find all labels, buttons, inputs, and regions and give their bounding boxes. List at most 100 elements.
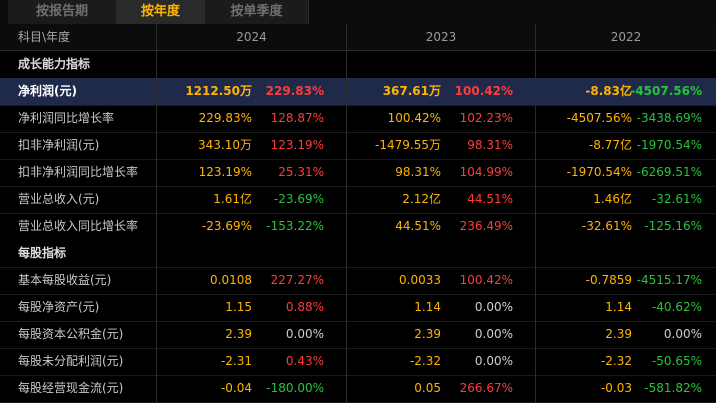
cell-year-2024: 2.39 0.00%: [157, 321, 347, 348]
cell-year-2023: 367.61万 100.42%: [347, 78, 536, 105]
table-row[interactable]: 每股经营现金流(元) -0.04 -180.00% 0.05 266.67% -0.03-…: [0, 375, 716, 403]
yoy-change-percent: -6269.51%: [636, 165, 702, 179]
cell-year-2022: -32.61% -125.16%: [536, 213, 716, 240]
cell-year-2024: -2.31 0.43%: [157, 348, 347, 375]
row-label: 营业总收入(元): [0, 186, 157, 213]
cell-year-2024: -0.04 -180.00%: [157, 375, 347, 402]
yoy-change-percent: -4515.17%: [636, 273, 702, 287]
yoy-change-percent: 25.31%: [278, 165, 324, 179]
indicator-value: 367.61万: [382, 84, 441, 98]
yoy-change-percent: 0.88%: [285, 300, 324, 314]
row-label: 每股资本公积金(元): [0, 321, 157, 348]
yoy-change-percent: -125.16%: [644, 219, 702, 233]
indicator-value: 98.31%: [395, 165, 441, 179]
indicator-value: 1.15: [225, 300, 252, 314]
cell-year-2023: 2.12亿 44.51%: [347, 186, 536, 213]
yoy-change-percent: 227.27%: [270, 273, 324, 287]
yoy-change-percent: 104.99%: [459, 165, 513, 179]
cell-year-2023: [347, 240, 536, 267]
year-header-2024[interactable]: 2024: [157, 24, 347, 50]
yoy-change-percent: 128.87%: [270, 111, 324, 125]
table-row[interactable]: 基本每股收益(元) 0.0108 227.27% 0.0033 100.42% -0.78…: [0, 267, 716, 295]
section-title: 每股指标: [0, 240, 157, 267]
section-header-row: 每股指标: [0, 240, 716, 268]
section-title: 成长能力指标: [0, 51, 157, 78]
cell-year-2024: 343.10万 123.19%: [157, 132, 347, 159]
row-label: 每股净资产(元): [0, 294, 157, 321]
table-row[interactable]: 营业总收入同比增长率 -23.69% -153.22% 44.51% 236.49% -3…: [0, 213, 716, 241]
yoy-change-percent: 0.43%: [285, 354, 324, 368]
indicator-value: 0.05: [414, 381, 441, 395]
table-row[interactable]: 扣非净利润(元) 343.10万 123.19% -1479.55万 98.31% -8.…: [0, 132, 716, 160]
cell-year-2022: -8.83亿 -4507.56%: [536, 78, 716, 105]
indicator-value: 229.83%: [198, 111, 252, 125]
indicator-value: -0.03: [600, 381, 632, 395]
cell-year-2023: -2.32 0.00%: [347, 348, 536, 375]
indicator-value: 2.12亿: [402, 192, 441, 206]
cell-year-2023: 2.39 0.00%: [347, 321, 536, 348]
indicator-value: 1.14: [414, 300, 441, 314]
cell-year-2024: 123.19% 25.31%: [157, 159, 347, 186]
cell-year-2024: [157, 51, 347, 78]
yoy-change-percent: 100.42%: [454, 84, 513, 98]
cell-year-2022: -4507.56% -3438.69%: [536, 105, 716, 132]
yoy-change-percent: 0.00%: [474, 300, 513, 314]
section-header-row: 成长能力指标: [0, 51, 716, 79]
row-label: 净利润(元): [0, 78, 157, 105]
tab-by-report-period[interactable]: 按报告期: [8, 0, 117, 24]
yoy-change-percent: 123.19%: [270, 138, 324, 152]
yoy-change-percent: -1970.54%: [636, 138, 702, 152]
table-row[interactable]: 净利润(元) 1212.50万 229.83% 367.61万 100.42% -8.83…: [0, 78, 716, 106]
yoy-change-percent: 100.42%: [459, 273, 513, 287]
yoy-change-percent: -32.61%: [651, 192, 702, 206]
indicator-value: 2.39: [414, 327, 441, 341]
yoy-change-percent: 98.31%: [467, 138, 513, 152]
yoy-change-percent: 236.49%: [459, 219, 513, 233]
table-row[interactable]: 每股净资产(元) 1.15 0.88% 1.14 0.00% 1.14 -40.62%: [0, 294, 716, 322]
yoy-change-percent: 0.00%: [663, 327, 702, 341]
cell-year-2024: 1212.50万 229.83%: [157, 78, 347, 105]
indicator-value: 1.14: [605, 300, 632, 314]
table-row[interactable]: 每股资本公积金(元) 2.39 0.00% 2.39 0.00% 2.39 0.00%: [0, 321, 716, 349]
cell-year-2022: 1.14 -40.62%: [536, 294, 716, 321]
yoy-change-percent: -581.82%: [644, 381, 702, 395]
yoy-change-percent: 44.51%: [467, 192, 513, 206]
yoy-change-percent: 0.00%: [474, 354, 513, 368]
indicator-value: 1.61亿: [213, 192, 252, 206]
table-row[interactable]: 净利润同比增长率 229.83% 128.87% 100.42% 102.23% -450…: [0, 105, 716, 133]
yoy-change-percent: 229.83%: [265, 84, 324, 98]
indicator-value: -2.32: [409, 354, 441, 368]
table-row[interactable]: 每股未分配利润(元) -2.31 0.43% -2.32 0.00% -2.32 -50.6…: [0, 348, 716, 376]
cell-year-2023: 0.0033 100.42%: [347, 267, 536, 294]
year-header-2022[interactable]: 2022: [610, 30, 642, 44]
cell-year-2023: -1479.55万 98.31%: [347, 132, 536, 159]
row-label: 每股经营现金流(元): [0, 375, 157, 402]
cell-year-2023: 0.05 266.67%: [347, 375, 536, 402]
tab-by-year[interactable]: 按年度: [116, 0, 206, 24]
year-header-2023[interactable]: 2023: [347, 24, 536, 50]
table-row[interactable]: 营业总收入(元) 1.61亿 -23.69% 2.12亿 44.51% 1.46亿 -32.…: [0, 186, 716, 214]
cell-year-2022: [536, 51, 716, 78]
cell-year-2024: 1.15 0.88%: [157, 294, 347, 321]
cell-year-2023: [347, 51, 536, 78]
cell-year-2024: [157, 240, 347, 267]
yoy-change-percent: -23.69%: [273, 192, 324, 206]
indicator-value: 0.0108: [210, 273, 252, 287]
row-label: 扣非净利润同比增长率: [0, 159, 157, 186]
cell-year-2024: -23.69% -153.22%: [157, 213, 347, 240]
cell-year-2022: [536, 240, 716, 267]
indicator-value: -23.69%: [201, 219, 252, 233]
yoy-change-percent: -40.62%: [651, 300, 702, 314]
row-label: 每股未分配利润(元): [0, 348, 157, 375]
yoy-change-percent: 0.00%: [474, 327, 513, 341]
indicator-value: -1479.55万: [375, 138, 441, 152]
indicator-value: -32.61%: [581, 219, 632, 233]
yoy-change-percent: -3438.69%: [636, 111, 702, 125]
cell-year-2022: 1.46亿 -32.61%: [536, 186, 716, 213]
tab-by-quarter[interactable]: 按单季度: [205, 0, 309, 24]
indicator-value: -2.32: [600, 354, 632, 368]
indicator-value: -4507.56%: [566, 111, 632, 125]
cell-year-2023: 1.14 0.00%: [347, 294, 536, 321]
indicator-value: -2.31: [220, 354, 252, 368]
table-row[interactable]: 扣非净利润同比增长率 123.19% 25.31% 98.31% 104.99% -197…: [0, 159, 716, 187]
